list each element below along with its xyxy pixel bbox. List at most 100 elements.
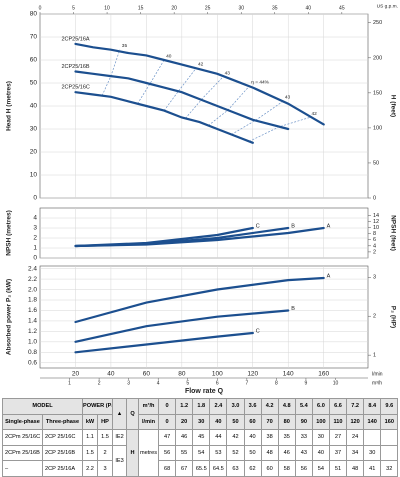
y2-tick-label: 12 bbox=[373, 219, 379, 225]
cell: 2CP 25/16B bbox=[41, 444, 84, 462]
header-cell: 110 bbox=[328, 413, 348, 431]
y2-tick-label: 200 bbox=[373, 55, 382, 61]
cell: 2CPm 25/16B bbox=[2, 444, 43, 462]
y-tick-label: 0 bbox=[33, 255, 37, 262]
cell: 63 bbox=[226, 460, 245, 477]
cell: 48 bbox=[346, 460, 365, 477]
header-cell: 160 bbox=[380, 413, 399, 431]
header-cell: 60 bbox=[243, 413, 262, 431]
cell: 45 bbox=[192, 429, 211, 446]
header-cell: m³/h bbox=[138, 398, 160, 415]
cell: 24 bbox=[346, 429, 365, 446]
cell: 44 bbox=[209, 429, 228, 446]
cell: 64.5 bbox=[209, 460, 228, 477]
cell bbox=[380, 429, 399, 446]
cell: 2CP 25/16A bbox=[41, 460, 84, 477]
header-cell: 7.2 bbox=[346, 398, 365, 415]
cell: 1.1 bbox=[82, 429, 99, 446]
cell bbox=[363, 429, 382, 446]
cell: 68 bbox=[158, 460, 177, 477]
y-tick-label: 2.0 bbox=[28, 286, 37, 293]
cell: 48 bbox=[260, 444, 279, 462]
y2-tick-label: 8 bbox=[373, 231, 376, 237]
y2-tick-label: 2 bbox=[373, 249, 376, 255]
header-cell: 50 bbox=[226, 413, 245, 431]
table-row: –2CP 25/16A 2.2 3 68 67 65.5 64.5 63 62 60 58 56 54 5… bbox=[2, 460, 399, 477]
efficiency-line bbox=[249, 117, 310, 142]
y2-tick-label: 250 bbox=[373, 20, 382, 26]
x-tick-label: 120 bbox=[247, 371, 258, 378]
pump-curve bbox=[74, 91, 254, 144]
header-cell: 9.6 bbox=[380, 398, 399, 415]
series-label: A bbox=[327, 223, 331, 229]
cell: 46 bbox=[277, 444, 296, 462]
y-tick-label: 1.4 bbox=[28, 318, 37, 325]
y-tick-label: 60 bbox=[30, 57, 38, 64]
cell: 58 bbox=[277, 460, 296, 477]
cell: 32 bbox=[380, 460, 399, 477]
cell: 30 bbox=[311, 429, 330, 446]
header-cell: MODEL bbox=[1, 398, 84, 415]
x-axis-title: Flow rate Q bbox=[185, 388, 224, 395]
cell: 47 bbox=[158, 429, 177, 446]
x3-tick-label: 10 bbox=[333, 380, 339, 386]
pump-curve bbox=[74, 42, 325, 126]
cell: 37 bbox=[328, 444, 348, 462]
y-tick-label: 1.8 bbox=[28, 297, 37, 304]
series-label: A bbox=[327, 273, 331, 279]
efficiency-line bbox=[163, 68, 197, 111]
y2-axis-title: P₂ (HP) bbox=[389, 306, 396, 328]
header-cell: l/min bbox=[138, 413, 160, 431]
cell: 51 bbox=[328, 460, 348, 477]
cell: 27 bbox=[328, 429, 348, 446]
header-cell: 4.8 bbox=[277, 398, 296, 415]
y2-axis-title: H (feet) bbox=[389, 95, 396, 117]
y2-tick-label: 150 bbox=[373, 90, 382, 96]
x3-tick-label: 7 bbox=[245, 380, 248, 386]
x2-tick-label: 15 bbox=[138, 5, 144, 11]
cell: 40 bbox=[311, 444, 330, 462]
efficiency-label: 43 bbox=[225, 71, 231, 77]
x-tick-label: 100 bbox=[212, 371, 223, 378]
x2-tick-label: 10 bbox=[104, 5, 110, 11]
header-cell: 3.6 bbox=[243, 398, 262, 415]
cell: 56 bbox=[294, 460, 313, 477]
x3-tick-label: 8 bbox=[275, 380, 278, 386]
y2-tick-label: 2 bbox=[373, 314, 376, 320]
header-cell: 90 bbox=[294, 413, 313, 431]
cell: 35 bbox=[277, 429, 296, 446]
efficiency-label: 35 bbox=[122, 43, 128, 49]
header-cell: 3.0 bbox=[226, 398, 245, 415]
header-cell: 70 bbox=[260, 413, 279, 431]
cell: 38 bbox=[260, 429, 279, 446]
cell: 34 bbox=[346, 444, 365, 462]
plot-frame bbox=[39, 207, 369, 259]
x3-tick-label: 1 bbox=[68, 380, 71, 386]
cell: 50 bbox=[243, 444, 262, 462]
header-cell: Three-phase bbox=[41, 413, 84, 431]
y-axis-title: Absorbed power P₂ (kW) bbox=[6, 279, 13, 355]
x-tick-label: 40 bbox=[107, 371, 115, 378]
cell: 54 bbox=[192, 444, 211, 462]
pump-curve bbox=[74, 309, 290, 343]
header-cell: 4.2 bbox=[260, 398, 279, 415]
efficiency-label: 42 bbox=[311, 111, 317, 117]
y-tick-label: 1.0 bbox=[28, 339, 37, 346]
y-tick-label: 10 bbox=[30, 172, 38, 179]
series-label: C bbox=[256, 223, 260, 229]
y-tick-label: 40 bbox=[30, 103, 38, 110]
x-tick-label: 80 bbox=[178, 371, 186, 378]
y-tick-label: 2.2 bbox=[28, 276, 37, 283]
series-label: 2CP25/16A bbox=[61, 36, 89, 42]
x2-axis-unit: US g.p.m. bbox=[377, 3, 398, 9]
x2-tick-label: 40 bbox=[306, 5, 312, 11]
x2-tick-label: 30 bbox=[238, 5, 244, 11]
series-label: 2CP25/16B bbox=[61, 64, 89, 70]
y-tick-label: 0 bbox=[33, 195, 37, 202]
cell: 1.5 bbox=[82, 444, 99, 462]
cell: 2CPm 25/16C bbox=[2, 429, 43, 446]
cell: 67 bbox=[175, 460, 194, 477]
header-cell: 8.4 bbox=[363, 398, 382, 415]
y2-axis-title: NPSH (feet) bbox=[389, 215, 396, 251]
